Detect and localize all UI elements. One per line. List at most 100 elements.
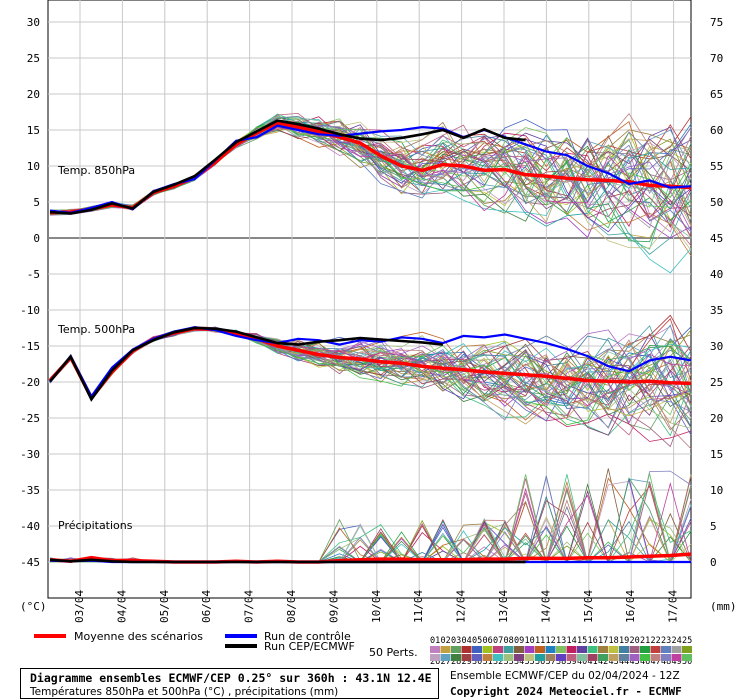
pert-number-07: 07 <box>493 636 503 646</box>
series-cep-precip <box>49 558 526 564</box>
pert-swatch-19 <box>619 646 629 653</box>
pert-number-22: 22 <box>651 636 661 646</box>
pert-number-33: 33 <box>504 657 514 667</box>
pert-number-16: 16 <box>588 636 598 646</box>
pert-swatch-12 <box>545 646 556 653</box>
pert-number-12: 12 <box>546 636 556 646</box>
x-tick-label: 12/04 <box>455 590 468 623</box>
pert-number-49: 49 <box>672 657 682 667</box>
left-unit-label: (°C) <box>20 600 47 613</box>
pert-swatch-31 <box>482 654 493 661</box>
x-tick-label: 08/04 <box>285 590 298 623</box>
x-tick-label: 14/04 <box>539 590 552 623</box>
pert-swatch-10 <box>524 646 535 653</box>
perturbation-t850-line <box>49 121 692 221</box>
pert-number-48: 48 <box>661 657 671 667</box>
x-tick-label: 15/04 <box>582 590 595 623</box>
perturbation-t850-line <box>49 126 692 243</box>
chart-subtitle: Températures 850hPa et 500hPa (°C) , pré… <box>30 686 339 698</box>
left-tick-label: 30 <box>27 16 40 29</box>
pert-number-44: 44 <box>619 657 629 667</box>
pert-number-23: 23 <box>661 636 671 646</box>
pert-number-26: 26 <box>430 657 440 667</box>
pert-number-01: 01 <box>430 636 440 646</box>
pert-swatch-49 <box>671 654 682 661</box>
pert-swatch-09 <box>514 646 524 653</box>
pert-swatch-37 <box>545 654 556 661</box>
pert-swatch-33 <box>503 654 514 661</box>
x-tick-label: 10/04 <box>370 590 383 623</box>
right-tick-label: 10 <box>710 484 723 497</box>
pert-swatch-50 <box>682 654 692 661</box>
perturbation-precip-line <box>50 495 691 563</box>
perturbation-t850-line <box>49 114 692 255</box>
x-tick-label: 04/04 <box>115 590 128 623</box>
pert-number-32: 32 <box>493 657 503 667</box>
pert-number-37: 37 <box>546 657 556 667</box>
right-tick-label: 30 <box>710 340 723 353</box>
pert-swatch-21 <box>640 646 650 653</box>
pert-number-03: 03 <box>451 636 461 646</box>
pert-swatch-26 <box>430 654 440 661</box>
pert-number-36: 36 <box>535 657 545 667</box>
x-tick-label: 03/04 <box>73 590 86 623</box>
right-tick-label: 35 <box>710 304 723 317</box>
pert-number-46: 46 <box>640 657 650 667</box>
series-cep-t850 <box>49 119 526 215</box>
pert-swatch-28 <box>451 654 461 661</box>
x-tick-label: 05/04 <box>158 590 171 623</box>
right-tick-label: 65 <box>710 88 723 101</box>
pert-swatch-18 <box>608 646 619 653</box>
left-tick-label: -20 <box>20 376 40 389</box>
main-series-lines <box>48 119 692 564</box>
pert-swatch-06 <box>482 646 493 653</box>
legend: Moyenne des scénarios Run de contrôle Ru… <box>34 630 692 667</box>
pert-number-29: 29 <box>462 657 472 667</box>
left-tick-label: 15 <box>27 124 40 137</box>
left-tick-label: -10 <box>20 304 40 317</box>
pert-swatch-14 <box>566 646 577 653</box>
right-tick-label: 25 <box>710 376 723 389</box>
pert-number-05: 05 <box>472 636 482 646</box>
right-tick-label: 75 <box>710 16 723 29</box>
pert-swatch-35 <box>524 654 535 661</box>
pert-number-34: 34 <box>514 657 524 667</box>
pert-swatch-05 <box>472 646 482 653</box>
pert-number-10: 10 <box>525 636 535 646</box>
right-tick-label: 0 <box>710 556 717 569</box>
right-tick-label: 50 <box>710 196 723 209</box>
legend-label-mean: Moyenne des scénarios <box>74 630 203 643</box>
left-tick-label: -35 <box>20 484 40 497</box>
pert-number-39: 39 <box>567 657 577 667</box>
pert-swatch-41 <box>587 654 598 661</box>
pert-number-04: 04 <box>462 636 472 646</box>
right-tick-label: 55 <box>710 160 723 173</box>
left-tick-label: -40 <box>20 520 40 533</box>
pert-number-09: 09 <box>514 636 524 646</box>
pert-swatch-44 <box>619 654 629 661</box>
copyright: Copyright 2024 Meteociel.fr - ECMWF <box>450 685 682 698</box>
right-unit-label: (mm) <box>710 600 737 613</box>
pert-number-41: 41 <box>588 657 598 667</box>
pert-swatch-40 <box>577 654 587 661</box>
pert-swatch-29 <box>461 654 472 661</box>
pert-swatch-34 <box>514 654 524 661</box>
right-tick-label: 40 <box>710 268 723 281</box>
pert-number-14: 14 <box>567 636 577 646</box>
pert-number-02: 02 <box>441 636 451 646</box>
pert-number-24: 24 <box>672 636 682 646</box>
title-box: Diagramme ensembles ECMWF/CEP 0.25° sur … <box>20 668 439 699</box>
pert-number-27: 27 <box>441 657 451 667</box>
legend-label-cep: Run CEP/ECMWF <box>264 640 355 653</box>
pert-swatch-13 <box>556 646 566 653</box>
left-tick-label: -5 <box>27 268 40 281</box>
pert-number-42: 42 <box>598 657 608 667</box>
pert-swatch-01 <box>430 646 440 653</box>
pert-number-28: 28 <box>451 657 461 667</box>
panel-label-t850: Temp. 850hPa <box>57 164 135 177</box>
x-tick-label: 09/04 <box>327 590 340 623</box>
left-tick-label: -30 <box>20 448 40 461</box>
pert-swatch-38 <box>556 654 566 661</box>
perturbations-label: 50 Perts. <box>369 646 418 659</box>
